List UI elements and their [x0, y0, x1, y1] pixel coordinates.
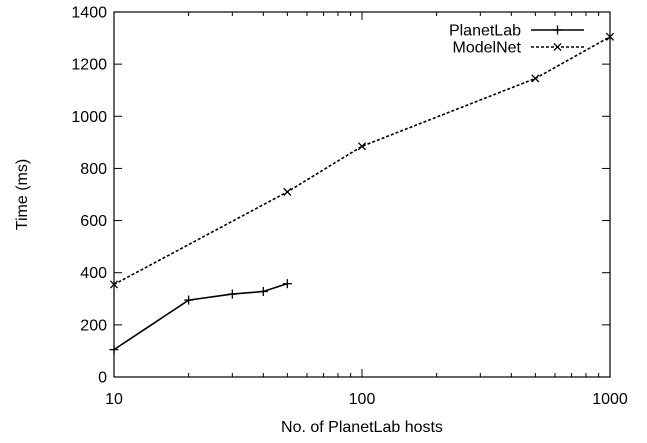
x-tick-label: 1000	[592, 391, 628, 408]
y-axis-ticks: 0 200 400 600 800 1000 1200 1400	[71, 5, 610, 387]
y-tick-label: 1200	[71, 57, 107, 74]
legend-marker	[553, 42, 562, 52]
data-point-planetlab	[282, 279, 292, 289]
legend-marker	[553, 25, 562, 35]
y-axis-label: Time (ms)	[14, 159, 31, 230]
data-point-modelnet	[283, 187, 292, 196]
y-tick-label: 1000	[71, 109, 107, 126]
y-tick-label: 600	[80, 213, 107, 230]
legend-label: ModelNet	[453, 40, 522, 57]
legend-entry-modelnet: ModelNet	[453, 40, 584, 57]
data-point-modelnet	[357, 142, 367, 151]
y-tick-label: 400	[80, 265, 107, 282]
y-tick-label: 0	[98, 370, 107, 387]
data-point-planetlab	[227, 289, 237, 299]
x-tick-label: 100	[349, 391, 376, 408]
legend-label: PlanetLab	[449, 23, 521, 40]
y-tick-label: 200	[80, 317, 107, 334]
data-point-planetlab	[184, 295, 194, 305]
legend-entry-planetlab: PlanetLab	[449, 23, 584, 40]
x-axis-label: No. of PlanetLab hosts	[281, 419, 443, 436]
series-line-modelnet	[113, 36, 611, 286]
plot-frame	[113, 11, 611, 378]
data-point-modelnet	[531, 74, 540, 83]
data-point-planetlab	[258, 286, 268, 296]
y-tick-label: 1400	[71, 5, 107, 22]
x-tick-label: 10	[105, 391, 123, 408]
y-tick-label: 800	[80, 161, 107, 178]
